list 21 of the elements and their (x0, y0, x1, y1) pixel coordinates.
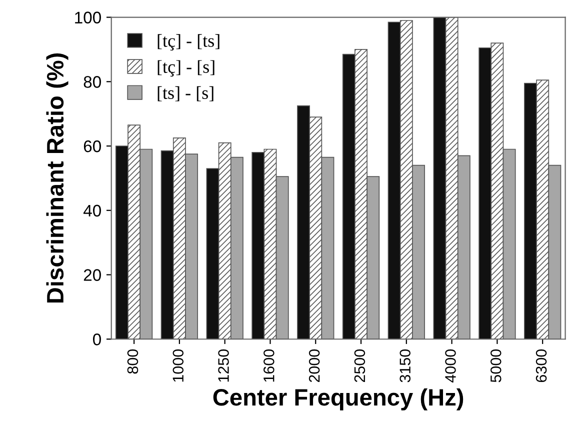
x-tick-label: 3150 (400, 349, 411, 382)
x-tick-label: 5000 (490, 349, 502, 382)
y-tick-label: 100 (75, 12, 101, 24)
y-tick-label: 40 (83, 204, 101, 217)
y-tick-label: 20 (84, 269, 101, 281)
x-axis-title: Center Frequency (Hz) (213, 388, 464, 410)
x-tick-label: 1600 (264, 349, 274, 382)
y-tick-label: 60 (84, 140, 101, 152)
x-tick-label: 4000 (445, 349, 456, 382)
x-tick-label: 800 (127, 349, 138, 374)
x-tick-label: 2500 (354, 349, 366, 382)
x-tick-label: 2000 (308, 349, 320, 382)
legend-label: [ts] - [s] (158, 86, 214, 102)
x-tick-label: 1000 (172, 349, 184, 382)
y-tick-label: 80 (84, 76, 101, 88)
legend-label: [tç] - [ts] (158, 34, 220, 51)
x-tick-label: 6300 (536, 349, 547, 382)
x-tick-label: 1250 (218, 349, 229, 382)
legend-label: [tç] - [s] (158, 60, 214, 77)
y-tick-label: 0 (93, 334, 101, 346)
y-axis-title: Discriminant Ratio (%) (46, 53, 68, 303)
